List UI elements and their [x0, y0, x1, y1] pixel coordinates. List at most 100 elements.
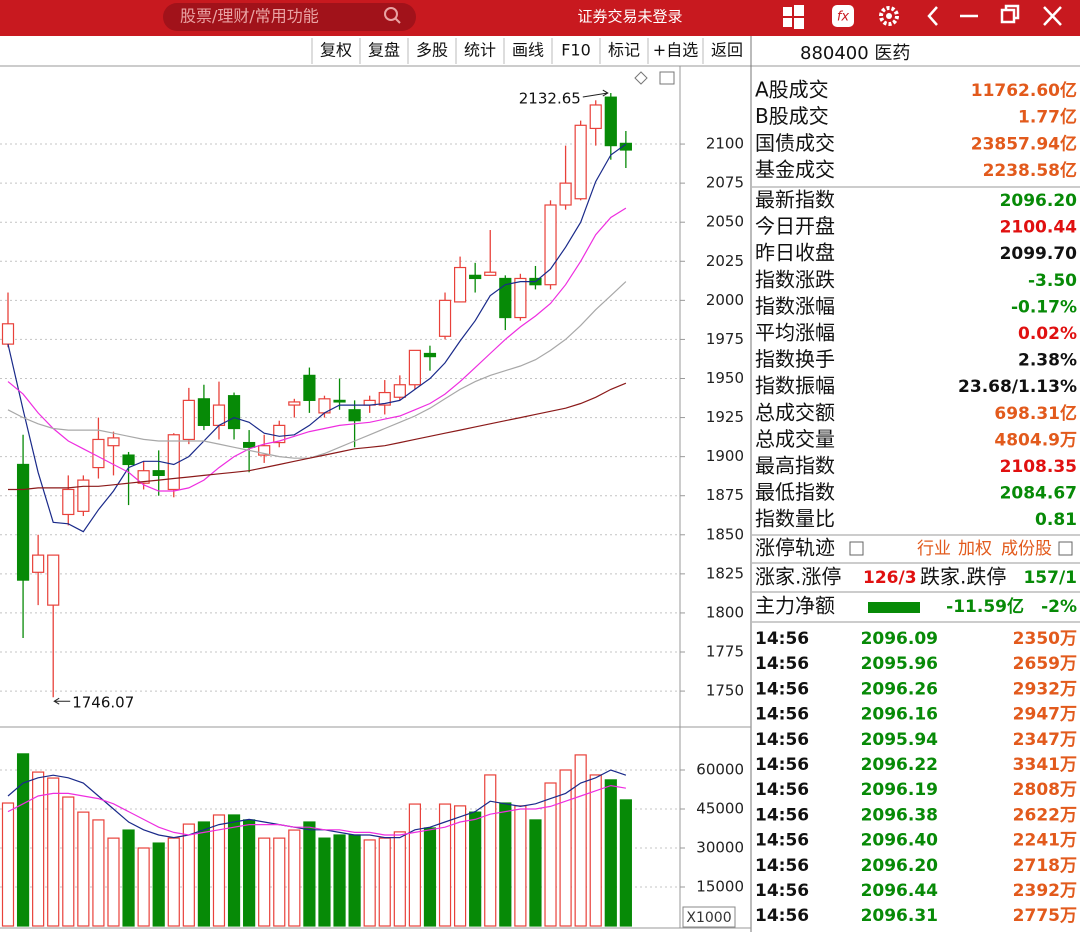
tick-price: 2096.31: [861, 906, 938, 926]
svg-text:fx: fx: [837, 10, 850, 25]
volume-bar: [303, 821, 316, 927]
volume-bar: [559, 769, 572, 927]
volume-bar: [484, 774, 497, 927]
field-value: 2108.35: [1000, 457, 1077, 477]
volume-bar: [288, 829, 301, 927]
list-icon: [1058, 541, 1073, 556]
moving-average-line: [7, 784, 627, 836]
volume-bar: [107, 837, 120, 927]
toolbar-button[interactable]: 复盘: [368, 41, 400, 60]
volume-bar: [137, 847, 150, 927]
field-label: 昨日收盘: [755, 241, 835, 265]
candle-body: [243, 441, 256, 448]
volume-bar: [604, 779, 617, 927]
y-tick-label: 1875: [706, 486, 744, 504]
tick-price: 2096.26: [861, 679, 938, 699]
toolbar-button[interactable]: 多股: [416, 41, 448, 60]
volume-bar: [423, 827, 437, 927]
volume-bar: [258, 837, 271, 927]
candle-body: [182, 399, 195, 441]
tab-link[interactable]: 行业: [917, 539, 951, 559]
field-label: B股成交: [755, 104, 829, 128]
toolbar-button[interactable]: 标记: [608, 41, 640, 60]
tick-price: 2095.94: [861, 730, 939, 750]
moving-average-line: [7, 143, 627, 533]
volume-bar: [408, 803, 421, 927]
candle-body: [469, 274, 482, 280]
tick-price: 2095.96: [861, 654, 938, 674]
y-tick-label: 1825: [706, 564, 744, 582]
fx-icon[interactable]: fx: [832, 5, 854, 27]
tick-time: 14:56: [755, 881, 809, 901]
field-label: 基金成交: [755, 158, 835, 182]
volume-bar: [454, 805, 467, 927]
list-icon: [849, 541, 864, 556]
toolbar-button[interactable]: +自选: [653, 41, 698, 60]
toolbar-button[interactable]: 返回: [711, 41, 743, 60]
volume-bar: [589, 774, 602, 927]
tick-price: 2096.38: [861, 805, 938, 825]
toolbar-button[interactable]: 复权: [320, 41, 352, 60]
y-tick-label: 1750: [706, 682, 744, 700]
candle-body: [16, 463, 30, 581]
candle-body: [107, 437, 120, 447]
candle-body: [47, 554, 60, 606]
volume-bar: [514, 805, 527, 927]
candle-body: [1, 323, 15, 345]
security-title: 880400 医药: [800, 43, 910, 64]
volume-bar: [1, 802, 15, 927]
toolbar-button[interactable]: F10: [561, 41, 591, 60]
volume-bar: [273, 837, 286, 927]
y-tick-label: 2050: [706, 213, 744, 231]
settings-icon[interactable]: [879, 6, 899, 26]
tick-time: 14:56: [755, 856, 809, 876]
high-marker: [582, 89, 609, 98]
tab-link[interactable]: 加权: [958, 539, 992, 559]
panel-icon[interactable]: [659, 71, 675, 85]
field-value: 1.77亿: [1018, 107, 1077, 128]
field-label: 指数涨跌: [755, 267, 835, 291]
field-value: 2.38%: [1018, 351, 1077, 371]
tick-time: 14:56: [755, 831, 809, 851]
y-tick-label: 1800: [706, 603, 744, 621]
field-value: 2099.70: [1000, 244, 1078, 264]
y-tick-label: 2000: [706, 291, 744, 309]
field-label: 国债成交: [755, 131, 835, 155]
field-label: 今日开盘: [755, 214, 835, 238]
y-tick-label: 1975: [706, 330, 744, 348]
field-label: 总成交量: [755, 427, 835, 451]
search-box[interactable]: [163, 3, 416, 31]
toolbar-button[interactable]: 画线: [512, 41, 544, 60]
windows-icon[interactable]: [783, 5, 804, 29]
field-value: -11.59亿: [946, 596, 1024, 617]
field-value: 2084.67: [1000, 484, 1077, 504]
volume-bar: [227, 814, 241, 927]
volume-bar: [47, 777, 60, 927]
search-icon[interactable]: [384, 7, 401, 24]
section-title[interactable]: 涨停轨迹: [755, 536, 835, 560]
candle-body: [333, 399, 346, 403]
candle-body: [574, 124, 587, 200]
tick-volume: 2622万: [1013, 805, 1077, 825]
tab-link[interactable]: 成份股: [1001, 539, 1052, 559]
window-controls[interactable]: [927, 4, 1062, 26]
candle-body: [62, 488, 75, 516]
y-tick-label: 30000: [696, 839, 744, 857]
candle-body: [454, 266, 467, 303]
flow-bar: [868, 602, 920, 613]
tick-volume: 2808万: [1013, 780, 1077, 800]
volume-bar: [92, 819, 105, 927]
field-label: 指数量比: [755, 507, 835, 531]
tick-price: 2096.22: [861, 755, 938, 775]
login-status[interactable]: 证券交易未登录: [577, 8, 682, 26]
moving-average-line: [7, 769, 627, 839]
diamond-icon[interactable]: [634, 71, 648, 85]
y-tick-label: 1950: [706, 369, 744, 387]
toolbar-button[interactable]: 统计: [464, 41, 496, 60]
volume-bar: [152, 842, 165, 927]
tick-volume: 2350万: [1013, 629, 1077, 649]
volume-unit: X1000: [686, 910, 731, 926]
field-value: 2238.58亿: [983, 160, 1077, 181]
tick-time: 14:56: [755, 629, 809, 649]
